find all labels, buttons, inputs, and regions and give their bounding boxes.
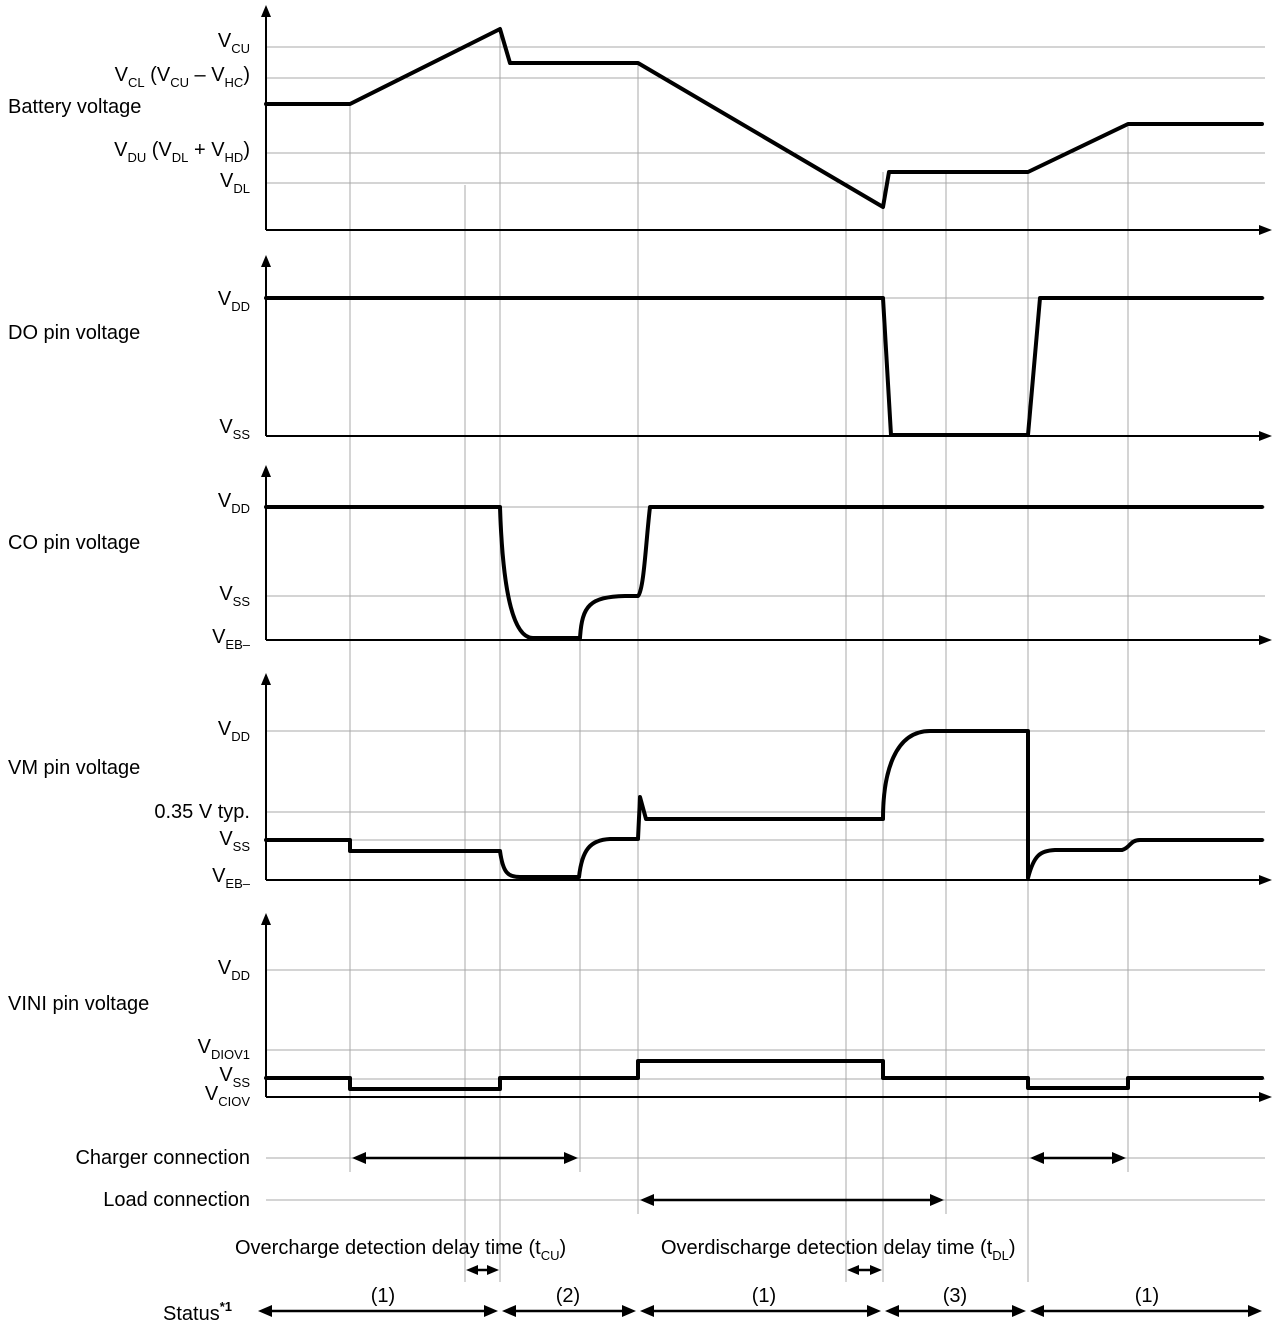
charger-connection-label: Charger connection — [75, 1147, 250, 1169]
do-pin-waveform — [264, 296, 1264, 437]
status-arrow-3 — [640, 1305, 881, 1317]
overdischarge-delay-label: Overdischarge detection delay time (tDL) — [661, 1237, 1016, 1263]
do-level-vdd: VDD — [218, 288, 250, 314]
vini-level-vciov: VCIOV — [205, 1083, 250, 1109]
vm-level-vss: VSS — [219, 828, 250, 854]
co-level-vss: VSS — [219, 583, 250, 609]
co-level-veb: VEB– — [212, 626, 251, 652]
status-arrow-5 — [1030, 1305, 1262, 1317]
do-level-vss: VSS — [219, 416, 250, 442]
status-arrow-4 — [885, 1305, 1026, 1317]
battery-axes — [261, 5, 1272, 235]
status-segment-3: (1) — [752, 1285, 776, 1307]
event-gridlines — [349, 30, 1129, 1282]
vm-pin-waveform — [264, 729, 1264, 880]
vm-axes — [261, 673, 1272, 885]
level-vdu: VDU (VDL + VHD) — [114, 139, 250, 165]
co-pin-title: CO pin voltage — [8, 532, 140, 554]
battery-voltage-waveform — [264, 27, 1264, 209]
charger-connection-arrow-1 — [352, 1152, 578, 1164]
status-label: Status*1 — [163, 1299, 232, 1325]
battery-voltage-title: Battery voltage — [8, 96, 141, 118]
vini-pin-waveform — [264, 1059, 1264, 1091]
vini-level-vdiov1: VDIOV1 — [198, 1036, 250, 1062]
vm-level-veb: VEB– — [212, 865, 251, 891]
vm-level-vdd: VDD — [218, 718, 250, 744]
co-pin-waveform — [264, 505, 1264, 640]
vm-level-typ: 0.35 V typ. — [154, 801, 250, 823]
co-level-vdd: VDD — [218, 490, 250, 516]
vm-pin-title: VM pin voltage — [8, 757, 140, 779]
do-pin-title: DO pin voltage — [8, 322, 140, 344]
level-vcu: VCU — [218, 30, 250, 56]
vini-level-vdd: VDD — [218, 957, 250, 983]
load-connection-label: Load connection — [103, 1189, 250, 1211]
overcharge-delay-label: Overcharge detection delay time (tCU) — [235, 1237, 566, 1263]
overcharge-delay-arrow — [466, 1265, 499, 1275]
co-axes — [261, 465, 1272, 645]
charger-connection-arrow-2 — [1030, 1152, 1126, 1164]
status-arrow-2 — [502, 1305, 636, 1317]
vini-level-vss: VSS — [219, 1064, 250, 1090]
vini-axes — [261, 913, 1272, 1102]
vini-pin-title: VINI pin voltage — [8, 993, 149, 1015]
overdischarge-delay-arrow — [847, 1265, 882, 1275]
status-segment-1: (1) — [371, 1285, 395, 1307]
level-vcl: VCL (VCU – VHC) — [115, 64, 250, 90]
status-segment-2: (2) — [556, 1285, 580, 1307]
status-arrow-1 — [258, 1305, 498, 1317]
status-segment-4: (3) — [943, 1285, 967, 1307]
do-axes — [261, 255, 1272, 441]
status-segment-5: (1) — [1135, 1285, 1159, 1307]
level-gridlines — [266, 46, 1265, 1201]
load-connection-arrow — [640, 1194, 944, 1206]
level-vdl: VDL — [220, 170, 250, 196]
